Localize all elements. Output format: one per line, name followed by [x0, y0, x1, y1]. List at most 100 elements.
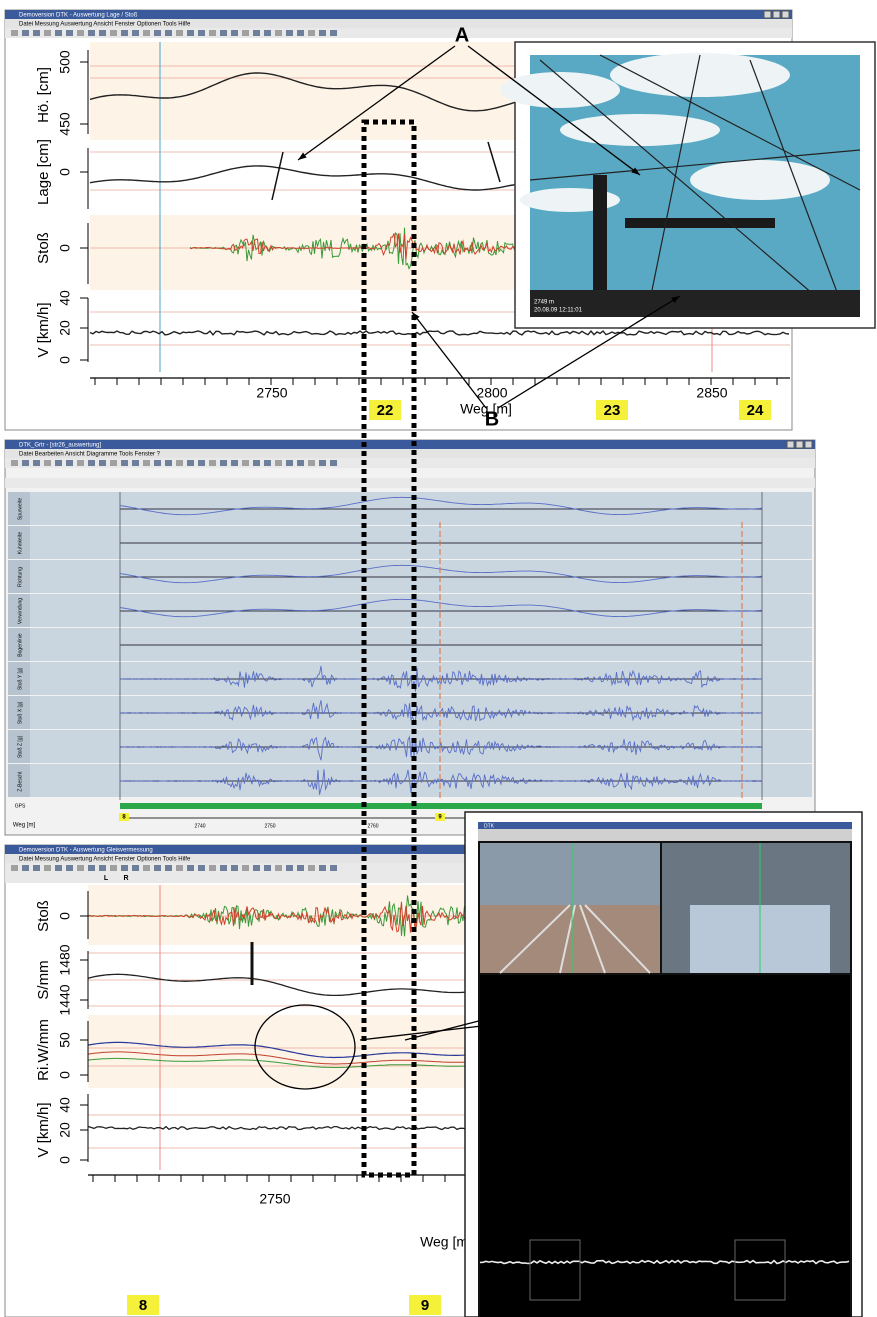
- figure: Demoversion DTK - Auswertung Lage / Stoß…: [0, 0, 877, 1317]
- toolbar-icon: [77, 30, 84, 36]
- toolbar-icon: [22, 30, 29, 36]
- track-label: Verwindung: [17, 598, 23, 624]
- toolbar-icon: [220, 865, 227, 871]
- toolbar-icon: [110, 460, 117, 466]
- toolbar-icon: [143, 865, 150, 871]
- toolbar-icon: [220, 460, 227, 466]
- track-label: Ri.W/mm: [35, 1019, 52, 1081]
- toolbar-icon: [154, 30, 161, 36]
- window-title: DTK_Grtr - [str26_auswertung]: [19, 443, 101, 449]
- window-button: [782, 11, 789, 18]
- window-button: [796, 441, 803, 448]
- track-label: Spurweite: [17, 498, 23, 520]
- track-label: S/mm: [35, 960, 52, 999]
- toolbar-icon: [264, 865, 271, 871]
- toolbar-icon: [187, 30, 194, 36]
- toolbar-icon: [286, 30, 293, 36]
- window-button: [787, 441, 794, 448]
- gps-bar: [120, 803, 762, 809]
- track-label: Bogenlinie: [17, 633, 23, 657]
- x-tick-label: 2740: [194, 823, 205, 829]
- toolbar-icon: [231, 30, 238, 36]
- toolbar-icon: [286, 460, 293, 466]
- window-button: [805, 441, 812, 448]
- inset-title-text: DTK: [484, 823, 495, 829]
- y-tick-label: 1440: [57, 984, 73, 1015]
- track-label: Stoß Y [g]: [17, 667, 23, 690]
- toolbar-icon: [275, 865, 282, 871]
- track-label: Lage [cm]: [35, 139, 52, 205]
- toolbar-icon: [121, 30, 128, 36]
- track-label: Stoß: [35, 232, 52, 264]
- photo-caption: 2749 m: [534, 300, 554, 306]
- toolbar-icon: [55, 30, 62, 36]
- toolbar-icon: [319, 460, 326, 466]
- toolbar-icon: [198, 30, 205, 36]
- toolbar-icon: [319, 865, 326, 871]
- toolbar-icon: [88, 460, 95, 466]
- toolbar-icon: [297, 30, 304, 36]
- inset-toolbar: [478, 829, 852, 841]
- toolbar-button: R: [123, 875, 128, 882]
- toolbar-icon: [66, 30, 73, 36]
- toolbar-icon: [44, 460, 51, 466]
- y-tick-label: 20: [57, 1122, 73, 1138]
- y-tick-label: 50: [57, 1032, 73, 1048]
- toolbar-icon: [66, 865, 73, 871]
- toolbar-icon: [44, 865, 51, 871]
- camera-left-ground: [480, 905, 660, 973]
- toolbar-icon: [176, 460, 183, 466]
- toolbar-icon: [264, 460, 271, 466]
- y-tick-label: 1480: [57, 944, 73, 975]
- toolbar-icon: [121, 460, 128, 466]
- toolbar-icon: [209, 30, 216, 36]
- y-tick-label: 0: [57, 356, 73, 364]
- menu: Datei Messung Auswertung Ansicht Fenster…: [19, 22, 191, 28]
- toolbar-icon: [242, 460, 249, 466]
- toolbar-icon: [231, 460, 238, 466]
- toolbar-icon: [132, 460, 139, 466]
- x-axis-label: Weg [m]: [420, 1234, 472, 1250]
- toolbar-icon: [77, 865, 84, 871]
- toolbar-icon: [154, 865, 161, 871]
- toolbar-icon: [297, 460, 304, 466]
- position-marker: 23: [604, 402, 621, 419]
- y-tick-label: 40: [57, 290, 73, 306]
- track-label: Stoß: [35, 900, 52, 932]
- toolbar-icon: [33, 460, 40, 466]
- toolbar-icon: [286, 865, 293, 871]
- pole: [593, 175, 607, 305]
- toolbar-icon: [33, 30, 40, 36]
- toolbar-icon: [264, 30, 271, 36]
- toolbar-icon: [99, 865, 106, 871]
- toolbar-icon: [209, 865, 216, 871]
- position-marker: 22: [377, 402, 394, 419]
- toolbar-icon: [253, 30, 260, 36]
- toolbar-icon: [55, 460, 62, 466]
- toolbar-icon: [308, 30, 315, 36]
- toolbar-icon: [198, 865, 205, 871]
- window-button: [773, 11, 780, 18]
- toolbar-icon: [77, 460, 84, 466]
- toolbar-icon: [187, 460, 194, 466]
- y-tick-label: 20: [57, 320, 73, 336]
- toolbar-icon: [220, 30, 227, 36]
- toolbar-icon: [110, 30, 117, 36]
- toolbar-button: L: [104, 875, 109, 882]
- y-tick-label: 40: [57, 1097, 73, 1113]
- toolbar-icon: [88, 865, 95, 871]
- toolbar-icon: [198, 460, 205, 466]
- toolbar-icon: [132, 30, 139, 36]
- toolbar-icon: [319, 30, 326, 36]
- window-title: Demoversion DTK - Auswertung Lage / Stoß: [19, 13, 138, 19]
- track-label: Stoß Z [g]: [17, 735, 23, 758]
- toolbar-icon: [143, 460, 150, 466]
- toolbar-icon: [110, 865, 117, 871]
- x-tick-label: 2800: [476, 385, 507, 401]
- y-tick-label: 0: [57, 1156, 73, 1164]
- toolbar-icon: [187, 865, 194, 871]
- cloud: [690, 160, 830, 200]
- toolbar-icon: [165, 30, 172, 36]
- track-label: V [km/h]: [35, 302, 52, 357]
- y-tick-label: 0: [57, 244, 73, 252]
